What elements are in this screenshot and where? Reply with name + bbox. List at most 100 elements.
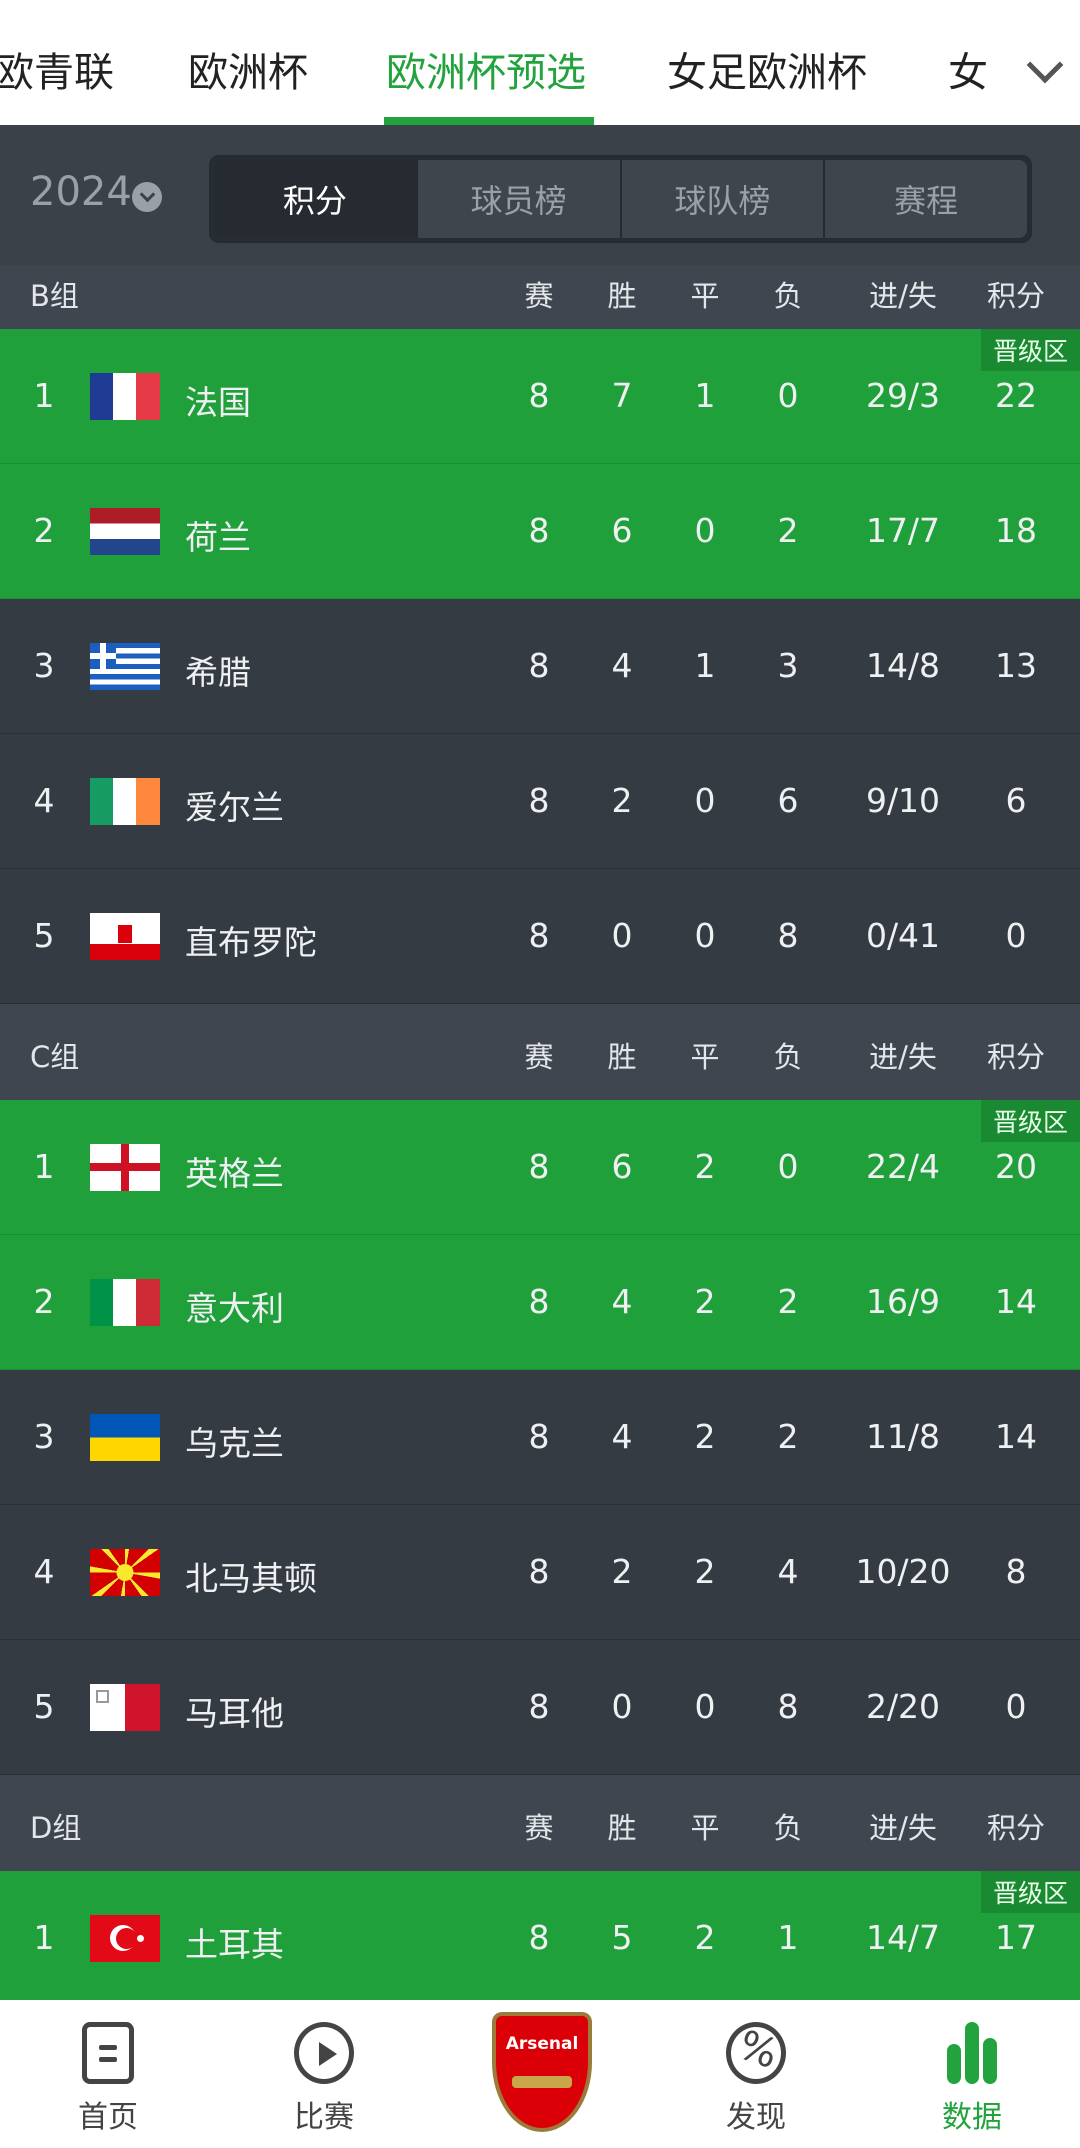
table-row[interactable]: 2 荷兰 8 6 0 2 17/7 18 xyxy=(0,464,1080,599)
stat-drawn: 0 xyxy=(694,781,716,820)
nav-label: 比赛 xyxy=(294,2100,354,2135)
group-name: B组 xyxy=(30,279,79,313)
stat-drawn: 2 xyxy=(694,1552,716,1591)
stat-points: 14 xyxy=(995,1282,1037,1321)
table-row[interactable]: 5 直布罗陀 8 0 0 8 0/41 0 xyxy=(0,869,1080,1004)
team-name: 土耳其 xyxy=(185,1925,284,1964)
tab-euro[interactable]: 欧洲杯 xyxy=(188,50,308,96)
flag-fr-icon xyxy=(90,373,160,420)
rank: 1 xyxy=(33,1918,55,1957)
column-header: 胜 xyxy=(607,1811,637,1845)
table-row[interactable]: 3 乌克兰 8 4 2 2 11/8 14 xyxy=(0,1370,1080,1505)
stat-goals: 29/3 xyxy=(865,376,941,415)
chevron-down-icon[interactable] xyxy=(1026,46,1064,84)
flag-gi-icon xyxy=(90,913,160,960)
stat-drawn: 0 xyxy=(694,1687,716,1726)
stat-goals: 22/4 xyxy=(865,1147,941,1186)
table-row[interactable]: 5 马耳他 8 0 0 8 2/20 0 xyxy=(0,1640,1080,1775)
column-header: 进/失 xyxy=(869,1040,937,1074)
stat-played: 8 xyxy=(528,376,550,415)
group-header: C组 赛 胜 平 负 进/失 积分 xyxy=(0,1004,1080,1100)
rank: 4 xyxy=(33,1552,55,1591)
group-header: B组 赛 胜 平 负 进/失 积分 xyxy=(0,265,1080,329)
stat-lost: 6 xyxy=(777,781,799,820)
team-name: 直布罗陀 xyxy=(185,923,317,962)
stat-drawn: 2 xyxy=(694,1282,716,1321)
play-icon xyxy=(294,2022,354,2084)
home-icon xyxy=(82,2022,134,2084)
team-name: 荷兰 xyxy=(185,518,251,557)
chevron-down-icon[interactable] xyxy=(132,182,162,212)
data-bars-icon xyxy=(942,2022,1002,2084)
arsenal-crest[interactable]: Arsenal xyxy=(492,2012,592,2132)
stat-points: 20 xyxy=(995,1147,1037,1186)
team-name: 希腊 xyxy=(185,653,251,692)
table-row[interactable]: 2 意大利 8 4 2 2 16/9 14 xyxy=(0,1235,1080,1370)
qualify-badge: 晋级区 xyxy=(980,1100,1080,1142)
season-select[interactable]: 2024 xyxy=(30,169,132,215)
column-header: 积分 xyxy=(986,1040,1046,1074)
table-row[interactable]: 4 北马其顿 8 2 2 4 10/20 8 xyxy=(0,1505,1080,1640)
stat-points: 14 xyxy=(995,1417,1037,1456)
segment-standings[interactable]: 积分 xyxy=(214,160,416,238)
stat-won: 2 xyxy=(611,1552,633,1591)
stat-won: 2 xyxy=(611,781,633,820)
flag-en-icon xyxy=(90,1144,160,1191)
segment-player-ranking[interactable]: 球员榜 xyxy=(415,160,620,238)
tab-women-more[interactable]: 女 xyxy=(948,50,988,96)
stat-points: 22 xyxy=(995,376,1037,415)
stat-played: 8 xyxy=(528,1552,550,1591)
tab-euro-qualifiers[interactable]: 欧洲杯预选 xyxy=(386,50,586,96)
crest-text: Arsenal xyxy=(505,2034,579,2054)
column-header: 积分 xyxy=(986,279,1046,313)
column-header: 胜 xyxy=(607,1040,637,1074)
stat-goals: 11/8 xyxy=(865,1417,941,1456)
nav-matches[interactable]: 比赛 xyxy=(216,2000,432,2148)
stat-lost: 0 xyxy=(777,1147,799,1186)
rank: 3 xyxy=(33,646,55,685)
nav-data[interactable]: 数据 xyxy=(864,2000,1080,2148)
stat-drawn: 0 xyxy=(694,511,716,550)
stat-won: 4 xyxy=(611,1417,633,1456)
tab-women-euro[interactable]: 女足欧洲杯 xyxy=(667,50,867,96)
nav-label: 发现 xyxy=(726,2100,786,2135)
table-row[interactable]: 3 希腊 8 4 1 3 14/8 13 xyxy=(0,599,1080,734)
stat-points: 8 xyxy=(1005,1552,1027,1591)
table-row[interactable]: 1 法国 8 7 1 0 29/3 22 晋级区 xyxy=(0,329,1080,464)
qualify-badge: 晋级区 xyxy=(980,329,1080,371)
stat-drawn: 0 xyxy=(694,916,716,955)
column-header: 负 xyxy=(773,1811,803,1845)
team-name: 法国 xyxy=(185,383,251,422)
stat-drawn: 2 xyxy=(694,1147,716,1186)
flag-mt-icon xyxy=(90,1684,160,1731)
flag-mk-icon xyxy=(90,1549,160,1596)
tab-youth-league[interactable]: 欧青联 xyxy=(0,50,114,96)
stat-won: 4 xyxy=(611,646,633,685)
segment-team-ranking[interactable]: 球队榜 xyxy=(619,160,824,238)
stat-lost: 8 xyxy=(777,1687,799,1726)
column-header: 负 xyxy=(773,1040,803,1074)
flag-gr-icon xyxy=(90,643,160,690)
rank: 5 xyxy=(33,916,55,955)
column-header: 进/失 xyxy=(869,1811,937,1845)
cannon-icon xyxy=(512,2076,572,2088)
group-name: D组 xyxy=(30,1811,82,1845)
stat-goals: 14/8 xyxy=(865,646,941,685)
stat-goals: 2/20 xyxy=(865,1687,941,1726)
table-row[interactable]: 1 土耳其 8 5 2 1 14/7 17 晋级区 xyxy=(0,1871,1080,2006)
competition-tabs: 欧青联 欧洲杯 欧洲杯预选 女足欧洲杯 女 xyxy=(0,0,1080,125)
stat-won: 6 xyxy=(611,1147,633,1186)
stat-points: 13 xyxy=(995,646,1037,685)
column-header: 负 xyxy=(773,279,803,313)
table-row[interactable]: 4 爱尔兰 8 2 0 6 9/10 6 xyxy=(0,734,1080,869)
segment-schedule[interactable]: 赛程 xyxy=(823,160,1027,238)
column-header: 赛 xyxy=(524,279,554,313)
discover-icon xyxy=(726,2022,786,2084)
group-name: C组 xyxy=(30,1040,80,1074)
nav-label: 数据 xyxy=(942,2100,1002,2135)
qualify-badge: 晋级区 xyxy=(980,1871,1080,1913)
nav-home[interactable]: 首页 xyxy=(0,2000,216,2148)
table-row[interactable]: 1 英格兰 8 6 2 0 22/4 20 晋级区 xyxy=(0,1100,1080,1235)
nav-discover[interactable]: 发现 xyxy=(648,2000,864,2148)
flag-it-icon xyxy=(90,1279,160,1326)
